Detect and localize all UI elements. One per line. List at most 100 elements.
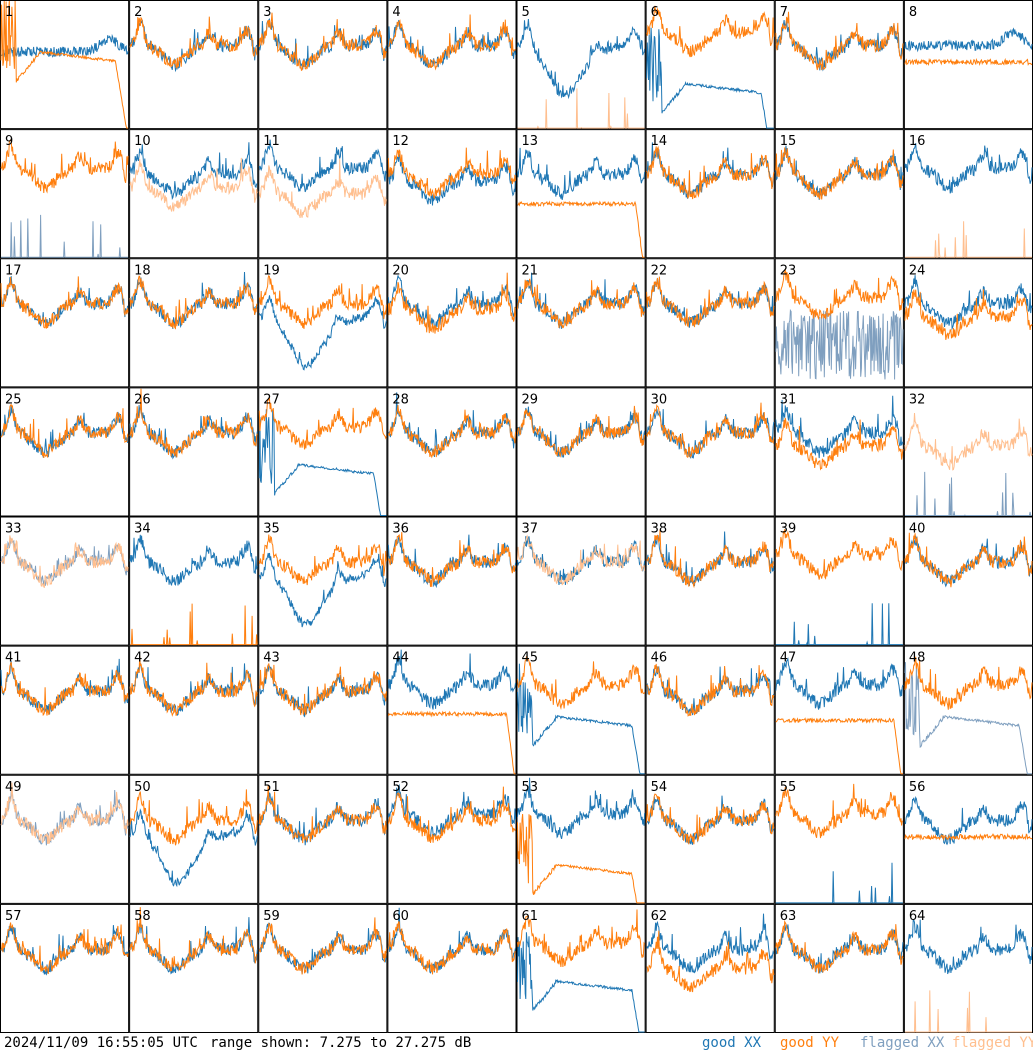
- panel-38: 38: [645, 516, 775, 646]
- panel-label: 12: [392, 134, 409, 149]
- panel-border: [645, 774, 775, 904]
- panel-55: 55: [774, 774, 904, 904]
- series-yy-14: [646, 145, 775, 200]
- panel-43: 43: [258, 645, 388, 775]
- panel-border: [129, 0, 259, 130]
- panel-28: 28: [387, 387, 517, 517]
- panel-34: 34: [129, 516, 259, 646]
- panel-border: [516, 516, 646, 646]
- series-xx-27: [258, 409, 387, 516]
- panel-label: 52: [392, 780, 409, 795]
- panel-15: 15: [774, 129, 904, 259]
- series-xx-13: [517, 147, 646, 200]
- series-yy-11: [258, 158, 387, 219]
- series-xx-34: [129, 534, 258, 586]
- series-yy-56: [904, 832, 1033, 841]
- panel-label: 63: [780, 909, 797, 924]
- panel-label: 45: [522, 651, 539, 666]
- panel-border: [645, 516, 775, 646]
- panel-37: 37: [516, 516, 646, 646]
- series-yy-1: [0, 0, 129, 129]
- panel-label: 10: [134, 134, 151, 149]
- series-yy-34: [130, 603, 258, 646]
- panel-21: 21: [516, 258, 646, 388]
- panel-label: 16: [909, 134, 926, 149]
- panel-45: 45: [516, 645, 646, 775]
- panel-29: 29: [516, 387, 646, 517]
- panel-25: 25: [0, 387, 130, 517]
- series-yy-3: [258, 12, 387, 72]
- panel-border: [387, 516, 517, 646]
- panel-label: 4: [392, 5, 400, 20]
- panel-label: 29: [522, 392, 539, 407]
- series-xx-8: [904, 27, 1033, 53]
- panel-border: [387, 258, 517, 388]
- panel-label: 44: [392, 651, 409, 666]
- series-xx-20: [387, 275, 516, 328]
- panel-label: 7: [780, 5, 788, 20]
- series-yy-36: [387, 532, 516, 588]
- panel-border: [516, 387, 646, 517]
- panel-44: 44: [387, 645, 517, 775]
- panel-border: [258, 774, 388, 904]
- panel-border: [0, 903, 130, 1033]
- series-yy-49: [0, 782, 129, 844]
- series-yy-29: [517, 405, 646, 458]
- panel-label: 48: [909, 651, 926, 666]
- panel-label: 58: [134, 909, 151, 924]
- panel-border: [387, 645, 517, 775]
- panel-border: [516, 258, 646, 388]
- panel-9: 9: [0, 129, 130, 259]
- series-yy-57: [0, 922, 129, 975]
- panel-label: 23: [780, 263, 797, 278]
- series-xx-29: [517, 406, 646, 458]
- panel-border: [387, 903, 517, 1033]
- timestamp: 2024/11/09 16:55:05 UTC: [4, 1035, 198, 1051]
- series-xx-41: [0, 658, 129, 715]
- series-xx-44: [387, 649, 516, 710]
- series-xx-56: [904, 796, 1033, 846]
- panel-label: 61: [522, 909, 539, 924]
- series-yy-40: [904, 532, 1033, 588]
- series-xx-19: [258, 295, 387, 371]
- panel-13: 13: [516, 129, 646, 259]
- series-xx-10: [129, 142, 258, 200]
- panel-border: [774, 645, 904, 775]
- series-yy-35: [258, 534, 387, 586]
- panel-label: 3: [263, 5, 271, 20]
- panel-1: 1: [0, 0, 130, 130]
- panel-label: 35: [263, 522, 280, 537]
- series-yy-28: [387, 405, 516, 459]
- panel-border: [903, 516, 1033, 646]
- panel-border: [129, 516, 259, 646]
- series-xx-64: [904, 919, 1033, 975]
- series-yy-7: [775, 11, 904, 71]
- panel-label: 15: [780, 134, 797, 149]
- panel-label: 24: [909, 263, 926, 278]
- series-yy-61: [517, 909, 646, 968]
- panel-label: 11: [263, 134, 280, 149]
- panel-6: 6: [645, 0, 775, 130]
- panel-42: 42: [129, 645, 259, 775]
- series-xx-48: [904, 662, 1032, 775]
- series-xx-45: [517, 663, 645, 775]
- panel-border: [129, 258, 259, 388]
- panel-62: 62: [645, 903, 775, 1033]
- series-yy-22: [646, 276, 775, 328]
- panel-border: [129, 903, 259, 1033]
- panel-14: 14: [645, 129, 775, 259]
- series-yy-27: [258, 397, 387, 450]
- panel-border: [258, 645, 388, 775]
- series-yy-24: [904, 289, 1033, 340]
- panel-label: 56: [909, 780, 926, 795]
- series-yy-46: [646, 663, 775, 717]
- panel-border: [903, 645, 1033, 775]
- series-yy-41: [0, 662, 129, 717]
- panel-61: 61: [516, 903, 646, 1033]
- footer-bar: 2024/11/09 16:55:05 UTC range shown: 7.2…: [0, 1033, 1033, 1053]
- series-yy-5: [517, 88, 645, 129]
- panel-label: 39: [780, 522, 797, 537]
- panel-border: [0, 258, 130, 388]
- panel-12: 12: [387, 129, 517, 259]
- series-yy-18: [129, 275, 258, 330]
